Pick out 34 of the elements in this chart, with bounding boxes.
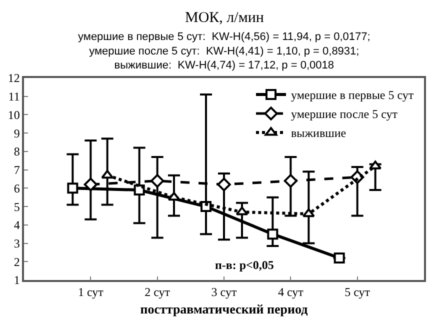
y-tick-label: 3 (14, 236, 20, 250)
y-tick-label: 2 (14, 254, 20, 269)
point (101, 170, 114, 179)
x-tick-label: 1 сут (78, 285, 104, 300)
point (217, 178, 231, 192)
y-tick-label: 8 (14, 144, 20, 159)
y-tick-label: 4 (14, 218, 20, 232)
point (334, 252, 345, 264)
legend-label: умершие после 5 сут (291, 107, 398, 122)
y-tick-label: 6 (14, 181, 20, 196)
y-tick-label: 5 (14, 200, 20, 214)
y-tick-label: 10 (8, 108, 20, 122)
point (168, 192, 180, 201)
point (267, 228, 278, 240)
legend-label: умершие в первые 5 сут (291, 88, 414, 102)
chart-title: МОК, л/мин (185, 10, 264, 26)
point (67, 182, 78, 194)
point (84, 178, 98, 192)
point (284, 174, 298, 188)
y-tick-label: 1 (14, 273, 20, 288)
y-tick-label: 7 (14, 163, 20, 178)
x-tick-label: 4 сут (278, 285, 304, 300)
legend-label: выжившие (291, 126, 346, 140)
annotation: п-в: p<0,05 (215, 258, 274, 272)
x-tick-label: 3 сут (211, 285, 238, 300)
y-tick-label: 11 (8, 90, 20, 104)
chart-subtitle: умершие в первые 5 сут: KW-H(4,56) = 11,94, p = 0,0177; умершие после 5 сут: KW-H(4,41) = 1,10, p = 0,8931; выжившие: KW-H(4,74) = 17,12, p = 0,0018 (78, 31, 370, 72)
x-tick-label: 5 сут (344, 285, 371, 300)
point (302, 208, 315, 218)
y-tick-label: 12 (8, 71, 20, 86)
y-tick-label: 9 (14, 126, 20, 140)
point (150, 174, 164, 188)
x-tick-label: 2 сут (144, 285, 171, 300)
x-axis-title: посттравматический период (140, 301, 308, 316)
